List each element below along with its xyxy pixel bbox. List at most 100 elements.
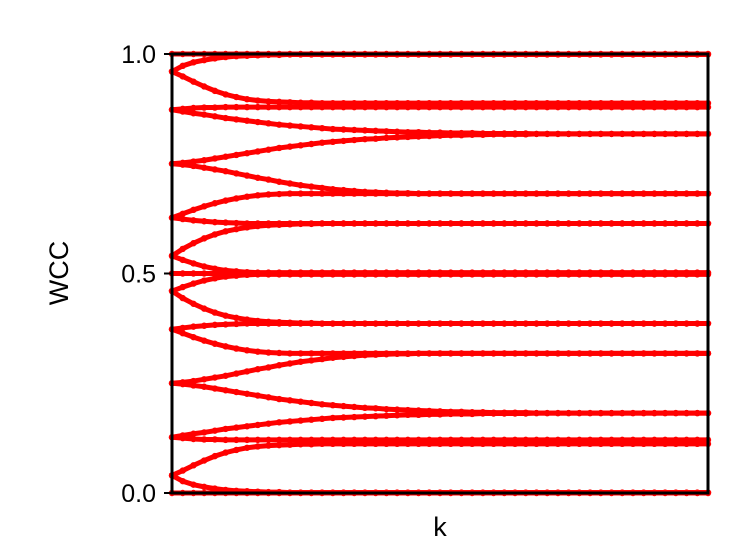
data-point [254, 148, 261, 155]
data-point [586, 130, 594, 138]
data-point [383, 412, 390, 419]
data-point [672, 320, 680, 327]
data-point [501, 271, 508, 278]
data-point [179, 245, 186, 253]
data-point [265, 271, 272, 278]
data-point [372, 320, 379, 327]
data-point [179, 330, 186, 337]
data-point [329, 402, 336, 409]
data-point [436, 411, 444, 418]
data-point [586, 320, 594, 327]
data-point [533, 409, 540, 417]
data-point [640, 103, 647, 111]
data-point [415, 350, 422, 357]
data-point [211, 104, 219, 111]
data-point [318, 103, 326, 111]
y-tick-label: 1.0 [121, 41, 156, 69]
data-point [426, 320, 433, 327]
data-point [308, 190, 315, 197]
data-point [243, 150, 251, 157]
data-point [458, 320, 465, 327]
data-point [222, 449, 229, 456]
data-point [340, 126, 347, 133]
data-point [200, 83, 208, 90]
data-point [297, 142, 304, 149]
data-point [286, 441, 294, 448]
data-point [683, 409, 690, 417]
data-point [351, 103, 358, 111]
data-point [297, 350, 304, 357]
data-point [318, 440, 326, 448]
data-point [458, 410, 465, 418]
data-point [211, 200, 219, 207]
data-point [318, 350, 326, 357]
data-point [393, 128, 401, 135]
data-point [511, 131, 519, 138]
y-ticks: 0.0 0.5 1.0 [121, 41, 172, 508]
data-point [436, 220, 444, 227]
data-point [286, 122, 294, 129]
data-point [661, 350, 669, 357]
data-point [640, 320, 647, 327]
data-point [190, 435, 197, 443]
data-point [651, 320, 658, 327]
data-point [597, 130, 604, 138]
data-point [329, 320, 336, 327]
data-point [651, 220, 658, 227]
data-point [415, 320, 422, 327]
data-point [222, 312, 229, 319]
data-point [554, 409, 562, 417]
data-point [265, 176, 272, 183]
data-point [179, 467, 186, 474]
data-point [640, 409, 647, 417]
data-point [179, 324, 186, 332]
data-point [308, 416, 315, 423]
data-point [329, 220, 336, 227]
data-point [393, 190, 401, 197]
y-axis-label: WCC [44, 241, 74, 305]
data-point [297, 358, 304, 365]
data-point [243, 172, 251, 179]
data-point [565, 190, 572, 197]
data-point [393, 320, 401, 327]
data-point [597, 220, 604, 227]
series-18 [168, 409, 712, 441]
data-point [683, 103, 690, 111]
data-point [576, 103, 583, 111]
data-point [586, 440, 594, 448]
data-point [479, 103, 487, 111]
data-point [200, 383, 208, 390]
series-14 [168, 320, 712, 333]
data-point [629, 220, 637, 227]
data-point [361, 190, 369, 197]
data-point [694, 409, 701, 417]
data-point [200, 337, 208, 344]
data-point [351, 403, 358, 411]
series-layer [168, 50, 712, 497]
data-point [393, 220, 401, 227]
data-point [468, 131, 476, 138]
data-point [576, 350, 583, 357]
x-axis-label: k [433, 512, 447, 542]
data-point [222, 103, 229, 111]
data-point [533, 271, 540, 278]
data-point [608, 103, 615, 111]
data-point [329, 103, 336, 111]
data-point [426, 350, 433, 357]
data-point [404, 350, 412, 358]
data-point [211, 374, 219, 381]
data-point [661, 220, 669, 227]
data-point [211, 340, 219, 347]
data-point [683, 440, 690, 448]
data-point [200, 218, 208, 225]
data-point [619, 130, 626, 138]
data-point [683, 350, 690, 357]
data-point [372, 127, 379, 135]
data-point [308, 350, 315, 357]
data-point [426, 103, 433, 111]
data-point [222, 387, 229, 394]
data-point [200, 235, 208, 242]
data-point [393, 412, 401, 419]
data-point [276, 320, 283, 327]
data-point [243, 368, 251, 375]
